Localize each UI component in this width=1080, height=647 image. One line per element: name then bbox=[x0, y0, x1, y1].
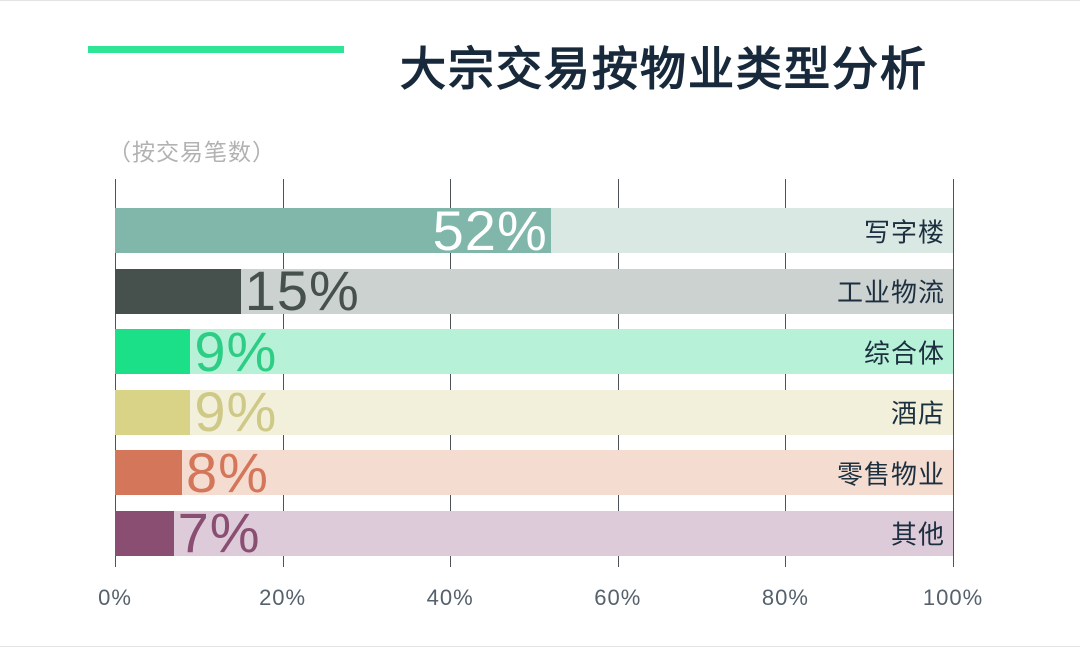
bar-row-3: 9% 酒店 bbox=[115, 384, 953, 440]
bar-fill bbox=[115, 450, 183, 495]
bar-track bbox=[115, 450, 953, 495]
x-tick-label-100: 100% bbox=[922, 585, 984, 610]
bar-value-label: 8% bbox=[186, 440, 269, 504]
bar-track bbox=[115, 268, 953, 314]
title-accent-line bbox=[88, 46, 344, 53]
bar-category-label: 写字楼 bbox=[863, 217, 945, 247]
bar-track bbox=[115, 510, 953, 556]
bar-value-label: 9% bbox=[194, 380, 278, 443]
bar-fill bbox=[115, 389, 191, 435]
x-axis: 0% 20% 40% 60% 80% 100% bbox=[98, 585, 982, 615]
bar-category-label: 酒店 bbox=[890, 398, 945, 429]
bar-category-label: 综合体 bbox=[863, 338, 945, 368]
bar-category-label: 零售物业 bbox=[836, 459, 945, 489]
bar-value-label: 15% bbox=[244, 259, 360, 322]
x-tick-label-60: 60% bbox=[594, 585, 642, 610]
bar-row-1: 15% 工业物流 bbox=[115, 263, 953, 319]
bar-value-label: 7% bbox=[177, 501, 261, 564]
bar-category-label: 其他 bbox=[890, 519, 945, 550]
bar-fill bbox=[115, 329, 191, 374]
x-tick-label-0: 0% bbox=[98, 585, 132, 610]
x-tick-label-40: 40% bbox=[426, 585, 474, 610]
bar-row-2: 9% 综合体 bbox=[115, 323, 953, 379]
bar-row-0: 52% 写字楼 bbox=[115, 202, 953, 258]
bar-row-4: 8% 零售物业 bbox=[115, 444, 953, 500]
chart-title: 大宗交易按物业类型分析 bbox=[400, 43, 928, 95]
bar-track bbox=[115, 329, 953, 374]
bar-category-label: 工业物流 bbox=[836, 277, 945, 308]
chart-subtitle: （按交易笔数） bbox=[108, 139, 276, 165]
bar-fill bbox=[115, 208, 551, 253]
bar-row-5: 7% 其他 bbox=[115, 505, 953, 561]
x-tick-label-80: 80% bbox=[761, 585, 809, 610]
bar-value-label: 52% bbox=[432, 198, 548, 262]
bar-track bbox=[115, 389, 953, 435]
bar-value-label: 9% bbox=[194, 319, 278, 383]
bar-fill bbox=[115, 268, 241, 314]
plot-area: 52% 写字楼 15% 工业物流 9% 综合体 9% 酒店 8% 零售物业 7% 其他 bbox=[115, 179, 954, 567]
gridline-100 bbox=[953, 179, 954, 567]
bar-fill bbox=[115, 510, 174, 556]
x-tick-label-20: 20% bbox=[259, 585, 307, 610]
